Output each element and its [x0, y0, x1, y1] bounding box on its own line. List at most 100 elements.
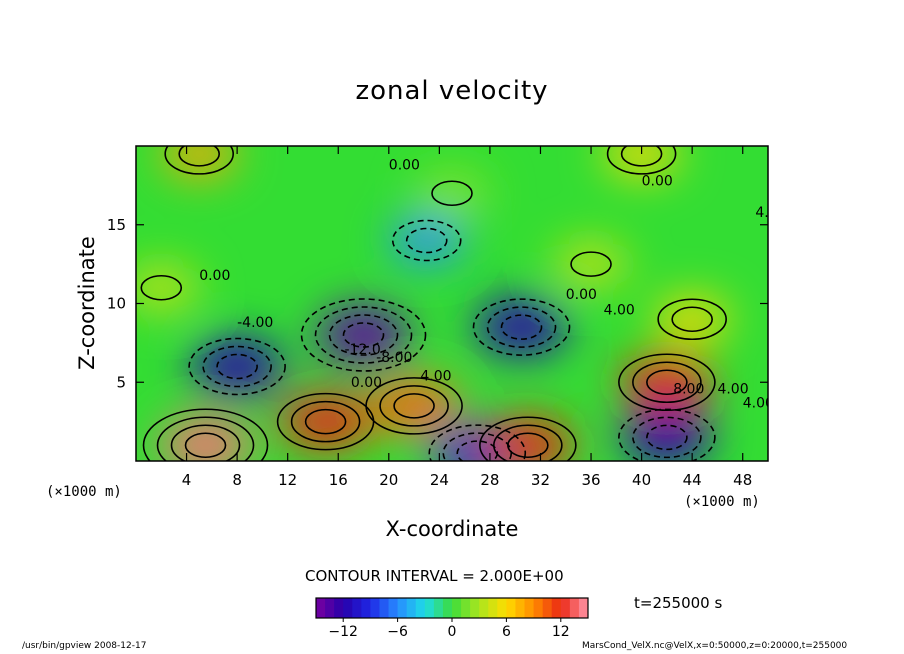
contour-label: 4.00 [755, 205, 786, 221]
colorbar-swatch [406, 598, 417, 618]
colorbar-tick-label: −12 [328, 624, 358, 640]
colorbar-swatch [397, 598, 408, 618]
contour-line [671, 306, 713, 333]
contour-labels: 0.00 0.00 0.00 -4.00 -12.0-8.00 0.00 4.00 0.00 4… [199, 158, 786, 412]
colorbar-tick-label: 0 [448, 624, 457, 640]
contour-line [646, 369, 688, 396]
contour-line [156, 416, 255, 461]
contour-line [618, 408, 716, 461]
contour-label: 0.00 [389, 158, 420, 174]
contour-label: 8.00 [673, 381, 704, 397]
velocity-feature [481, 417, 574, 461]
colorbar-swatch [325, 598, 335, 618]
chart-title: zonal velocity [355, 76, 549, 106]
y-tick-label: 10 [107, 295, 126, 313]
contour-line [393, 393, 435, 419]
velocity-feature [415, 170, 489, 216]
velocity-feature [389, 218, 464, 263]
x-axis-title: X-coordinate [386, 517, 519, 541]
velocity-feature [159, 417, 252, 461]
colorbar-tick-label: 12 [552, 624, 570, 640]
x-tick-label: 36 [581, 471, 600, 489]
colorbar-swatch [551, 598, 562, 618]
contour-label: -12.0 [345, 342, 381, 358]
x-tick-label: 44 [683, 471, 702, 489]
contour-line [328, 314, 399, 356]
contour-label: 4.00 [717, 381, 748, 397]
x-tick-label: 8 [232, 471, 242, 489]
colorbar-tick-label: 6 [502, 624, 511, 640]
velocity-feature [655, 296, 729, 342]
contour-line [442, 432, 513, 461]
colorbar [315, 597, 589, 619]
x-axis-ticks: 4 8 12 16 20 24 28 32 36 40 44 48 [182, 146, 752, 489]
colorbar-swatch [361, 598, 371, 618]
contour-line [657, 298, 727, 341]
colorbar-swatch [542, 598, 553, 618]
contour-line [620, 146, 663, 167]
colorbar-swatch [506, 598, 516, 618]
y-tick-label: 5 [116, 373, 126, 391]
contour-line [486, 306, 557, 348]
contour-line [618, 353, 716, 412]
contour-line [365, 377, 463, 435]
contour-label: 4.00 [420, 369, 451, 385]
contour-line [314, 306, 413, 364]
contour-line [606, 146, 677, 175]
contour-line [216, 353, 258, 380]
y-axis-ticks: 5 10 15 [107, 216, 768, 391]
contour-line [379, 385, 449, 427]
contour-line [290, 400, 361, 443]
contour-line [142, 408, 269, 461]
colorbar-swatch [379, 598, 390, 618]
time-label: t=255000 s [634, 594, 723, 612]
y-axis-title: Z-coordinate [75, 236, 99, 370]
footer-source: MarsCond_VelX.nc@VelX,x=0:50000,z=0:2000… [582, 641, 848, 651]
contour-interval-label: CONTOUR INTERVAL = 2.000E+00 [305, 567, 564, 585]
colorbar-swatch [497, 598, 507, 618]
contour-line [300, 298, 427, 372]
contour-label: 0.00 [199, 268, 230, 284]
colorbar-swatch [343, 598, 353, 618]
contour-line [188, 337, 286, 396]
contour-line [570, 251, 612, 277]
contour-line [472, 298, 571, 356]
contour-line [632, 416, 702, 459]
contour-line [202, 345, 272, 388]
colorbar-swatch [442, 598, 453, 618]
contour-label: 4.00 [604, 303, 635, 319]
y-tick-label: 15 [107, 216, 126, 234]
colorbar-swatch [488, 598, 498, 618]
colorbar-swatch [578, 598, 589, 618]
footer-program: /usr/bin/gpview 2008-12-17 [22, 641, 147, 651]
colorbar-swatch [470, 598, 480, 618]
colorbar-swatch [388, 598, 399, 618]
colorbar-tick-labels: −12 −6 0 6 12 [328, 618, 570, 640]
colorbar-swatch [479, 598, 489, 618]
contour-line [405, 227, 448, 254]
x-tick-label: 4 [182, 471, 192, 489]
velocity-feature [554, 241, 628, 287]
contour-line [493, 424, 563, 461]
colorbar-swatch [352, 598, 362, 618]
x-tick-label: 32 [531, 471, 550, 489]
contour-line [479, 416, 577, 461]
colorbar-swatch [560, 598, 571, 618]
contour-line [304, 408, 347, 435]
x-tick-label: 16 [329, 471, 348, 489]
y-axis-unit: (×1000 m) [46, 484, 122, 500]
contour-line [500, 314, 543, 340]
contour-label: 4.00 [743, 395, 774, 411]
x-tick-label: 48 [733, 471, 752, 489]
colorbar-swatch [316, 598, 326, 618]
x-tick-label: 20 [379, 471, 398, 489]
x-tick-label: 28 [480, 471, 499, 489]
contour-line [431, 180, 473, 207]
velocity-feature [604, 146, 679, 177]
x-tick-label: 24 [430, 471, 449, 489]
contour-line [391, 219, 462, 262]
contour-label: 0.00 [351, 375, 382, 391]
colorbar-swatch [415, 598, 426, 618]
contour-line [507, 432, 549, 459]
colorbar-swatch [533, 598, 544, 618]
